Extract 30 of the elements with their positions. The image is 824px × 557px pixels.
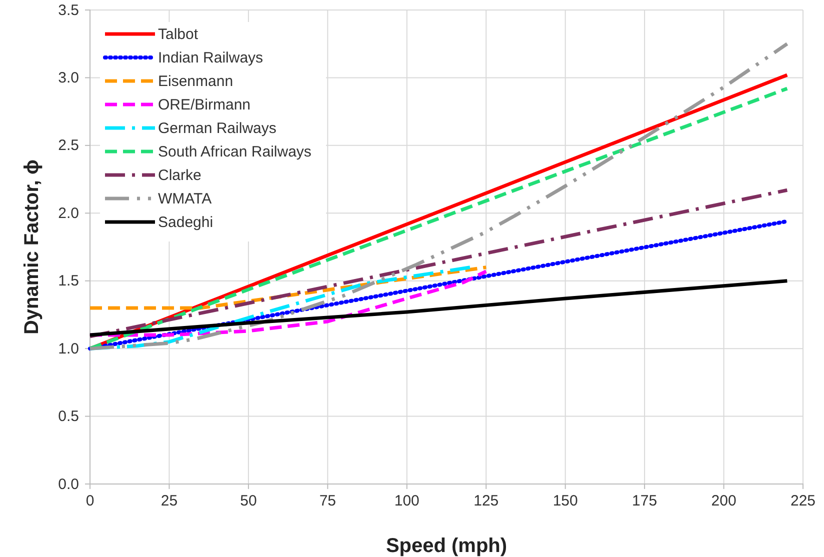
legend-label: WMATA: [158, 190, 212, 208]
x-tick-label: 125: [474, 492, 499, 510]
line-series: [88, 279, 789, 337]
x-tick-label: 225: [790, 492, 816, 510]
y-tick-label: 0.5: [58, 408, 79, 426]
y-tick-label: 2.0: [58, 204, 79, 222]
x-tick-label: 100: [394, 492, 420, 510]
legend-label: Talbot: [158, 26, 199, 43]
y-tick-label: 3.5: [58, 2, 79, 19]
y-tick-label: 0.0: [58, 476, 79, 493]
legend-label: Eisenmann: [158, 73, 234, 90]
legend-label: ORE/Birmann: [158, 96, 251, 114]
y-tick-label: 3.0: [58, 70, 79, 87]
legend-label: Sadeghi: [158, 214, 214, 231]
x-tick-label: 175: [632, 492, 658, 510]
legend-label: South African Railways: [158, 144, 312, 160]
y-tick-label: 1.0: [58, 340, 79, 358]
x-tick-label: 25: [160, 492, 178, 510]
x-tick-label: 150: [552, 492, 578, 510]
legend-label: Clarke: [158, 167, 202, 184]
x-tick-label: 50: [240, 492, 257, 510]
y-tick-label: 1.5: [58, 272, 79, 290]
y-axis-title: Dynamic Factor, ϕ: [21, 159, 43, 335]
legend-label: Indian Railways: [158, 50, 264, 66]
x-tick-label: 200: [711, 492, 736, 510]
legend-label: German Railways: [158, 120, 276, 137]
x-tick-label: 0: [86, 492, 94, 510]
y-tick-label: 2.5: [58, 137, 79, 154]
x-tick-label: 75: [319, 492, 336, 510]
x-axis-title: Speed (mph): [386, 535, 508, 557]
